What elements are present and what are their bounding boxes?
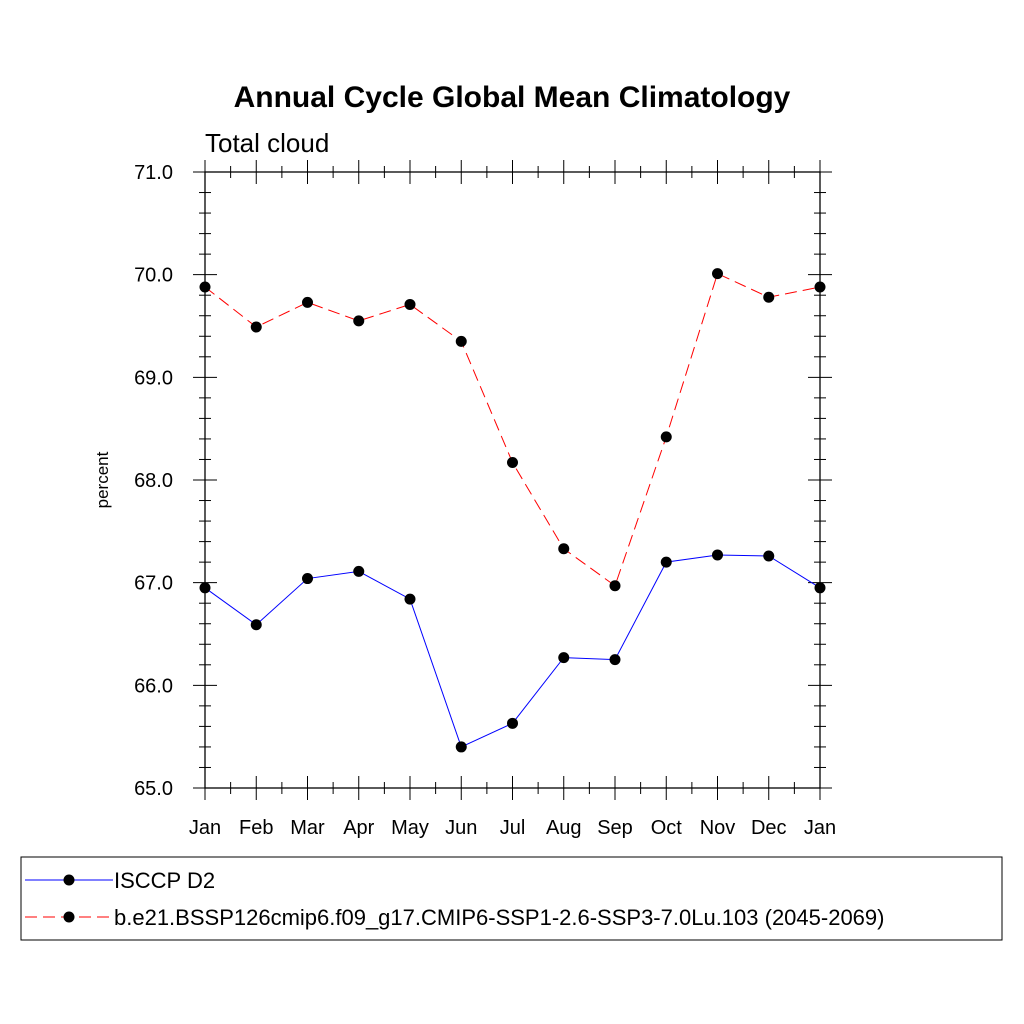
- y-tick-label: 71.0: [134, 162, 173, 184]
- data-point: [404, 298, 416, 310]
- plot-frame: [204, 171, 821, 789]
- axis-ticks: [193, 160, 832, 800]
- data-point: [609, 580, 621, 592]
- series-line-2: [204, 272, 821, 587]
- data-point: [250, 619, 262, 631]
- data-point: [455, 741, 467, 753]
- x-tick-label: Aug: [546, 817, 582, 839]
- data-point: [558, 543, 570, 555]
- data-point: [302, 573, 313, 585]
- chart-title: Annual Cycle Global Mean Climatology: [234, 81, 791, 114]
- data-series: [199, 268, 826, 753]
- x-tick-label: Feb: [239, 817, 273, 839]
- data-point: [507, 717, 518, 729]
- y-tick-label: 68.0: [134, 470, 173, 492]
- data-point: [660, 431, 672, 443]
- legend-label-2: b.e21.BSSP126cmip6.f09_g17.CMIP6-SSP1-2.…: [114, 905, 884, 930]
- legend-marker-1: [63, 874, 75, 886]
- x-tick-label: Jul: [500, 817, 526, 839]
- x-tick-label: Nov: [700, 817, 736, 839]
- data-point: [712, 549, 723, 561]
- x-tick-label: Oct: [651, 817, 683, 839]
- data-point: [763, 550, 775, 562]
- y-tick-label: 69.0: [134, 367, 173, 389]
- x-tick-label: Mar: [290, 817, 325, 839]
- legend-label-1: ISCCP D2: [114, 868, 215, 893]
- y-tick-label: 65.0: [134, 778, 173, 800]
- tick-labels: 65.0 66.0 67.0 68.0 69.0 70.0 71.0 Jan Feb Mar Apr…: [134, 162, 836, 839]
- data-point: [353, 315, 365, 327]
- data-point: [763, 291, 775, 303]
- x-tick-label: Jan: [189, 817, 221, 839]
- x-tick-label: Sep: [597, 817, 633, 839]
- data-point: [660, 556, 672, 568]
- data-point: [353, 565, 365, 577]
- legend-marker-2: [63, 911, 75, 923]
- y-axis-label: percent: [93, 451, 112, 508]
- chart-subtitle: Total cloud: [205, 128, 329, 158]
- data-point: [558, 652, 570, 664]
- data-point: [250, 321, 262, 333]
- data-point: [507, 457, 518, 469]
- legend: ISCCP D2 b.e21.BSSP126cmip6.f09_g17.CMIP6…: [20, 856, 1003, 941]
- x-tick-label: Jun: [445, 817, 477, 839]
- x-tick-label: May: [391, 817, 429, 839]
- y-tick-label: 66.0: [134, 675, 173, 697]
- x-tick-label: Jan: [804, 817, 836, 839]
- legend-box: [20, 856, 1003, 941]
- y-tick-label: 70.0: [134, 265, 173, 287]
- legend-entries: ISCCP D2 b.e21.BSSP126cmip6.f09_g17.CMIP6…: [25, 868, 884, 930]
- data-point: [302, 296, 313, 308]
- data-point: [712, 268, 723, 280]
- x-tick-label: Dec: [751, 817, 787, 839]
- data-point: [404, 593, 416, 605]
- data-point: [455, 335, 467, 347]
- x-tick-label: Apr: [343, 817, 374, 839]
- y-tick-label: 67.0: [134, 573, 173, 595]
- data-point: [609, 654, 621, 666]
